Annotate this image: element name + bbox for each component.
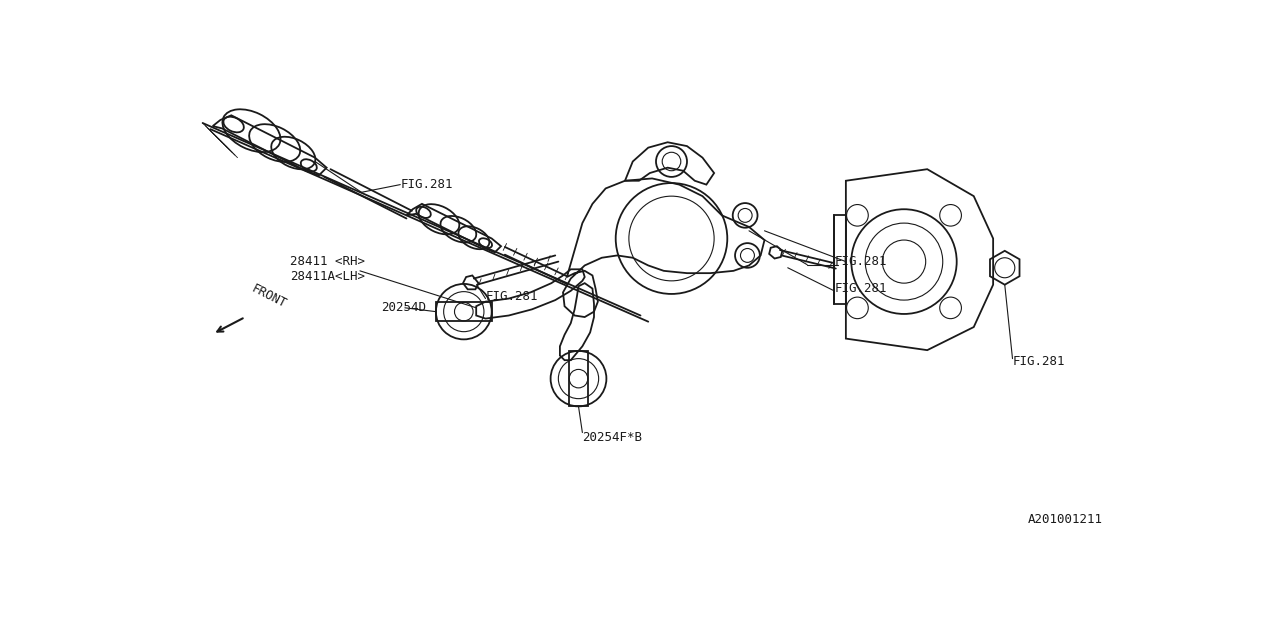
Text: 28411A<LH>: 28411A<LH> <box>291 271 365 284</box>
Text: A201001211: A201001211 <box>1028 513 1103 526</box>
Text: FIG.281: FIG.281 <box>485 290 538 303</box>
Text: FIG.281: FIG.281 <box>1012 355 1065 368</box>
Text: FIG.281: FIG.281 <box>835 255 887 268</box>
Text: FIG.281: FIG.281 <box>835 282 887 295</box>
Text: 28411 <RH>: 28411 <RH> <box>291 255 365 268</box>
Text: 20254D: 20254D <box>381 301 426 314</box>
Text: 20254F*B: 20254F*B <box>582 431 643 444</box>
Text: FIG.281: FIG.281 <box>401 178 453 191</box>
Text: FRONT: FRONT <box>250 282 288 311</box>
